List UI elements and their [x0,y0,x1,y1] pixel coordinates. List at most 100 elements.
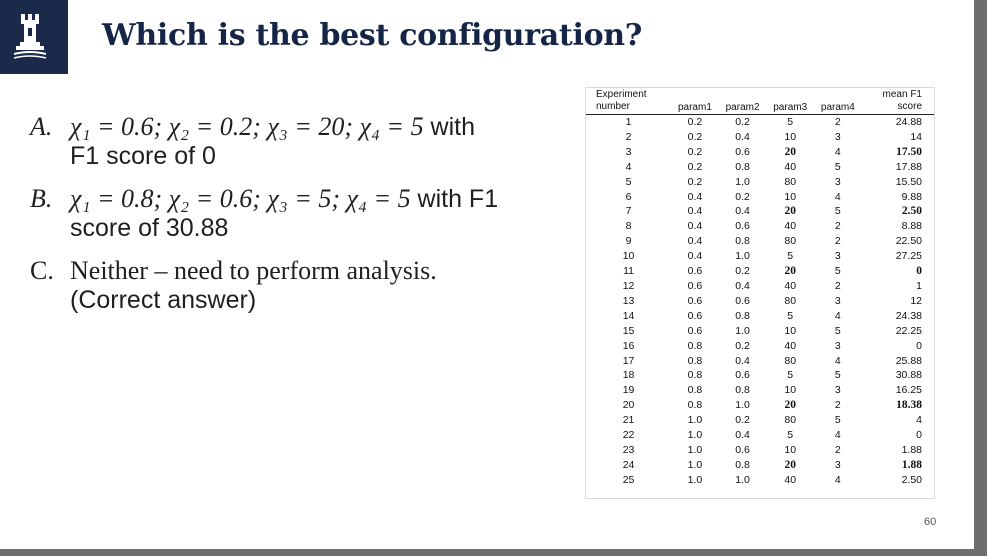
cell-experiment: 15 [622,324,635,337]
cell-mean-f1: 1 [916,279,922,292]
table-row: 17 0.8 0.4 80 4 25.88 [586,354,934,369]
option-math: χ₁ = 0.8; χ₂ = 0.6; χ₃ = 5; χ₄ = 5 [70,184,411,213]
cell-param2: 0.8 [735,309,750,322]
cell-mean-f1: 18.38 [896,399,922,412]
cell-experiment: 25 [622,473,635,486]
table-row: 2 0.2 0.4 10 3 14 [586,130,934,145]
cell-param2: 0.8 [735,235,750,248]
cell-param4: 3 [834,130,841,143]
cell-param2: 0.8 [735,458,750,471]
cell-param4: 3 [834,250,841,263]
option-c: C. Neither – need to perform analysis. (… [30,256,590,314]
table-row: 7 0.4 0.4 20 5 2.50 [586,204,934,219]
cell-experiment: 21 [622,414,635,427]
cell-param2: 0.2 [735,190,750,203]
cell-mean-f1: 30.88 [895,369,922,382]
cell-param4: 2 [834,116,841,128]
cell-experiment: 23 [622,443,635,456]
cell-param1: 0.6 [687,309,703,322]
cell-mean-f1: 8.88 [901,220,922,233]
cell-param3: 20 [784,458,796,471]
cell-param3: 40 [784,220,797,233]
cell-experiment: 6 [625,190,632,203]
cell-param2: 1.0 [735,250,750,263]
cell-param4: 5 [834,369,841,382]
cell-param3: 5 [787,250,794,263]
cell-experiment: 1 [625,116,632,128]
cell-experiment: 18 [622,369,635,382]
table-header-row: Experiment number param1 param2 param3 pa… [586,88,934,115]
cell-experiment: 4 [625,160,632,173]
cell-param1: 0.4 [687,235,703,248]
cell-param3: 20 [784,399,796,412]
cell-param4: 5 [834,160,841,173]
cell-param1: 0.4 [687,250,703,263]
castle-tower-logo-icon [13,14,47,59]
cell-experiment: 19 [622,384,635,397]
cell-mean-f1: 1.88 [901,443,922,456]
cell-param1: 0.8 [687,384,703,397]
table-row: 5 0.2 1.0 80 3 15.50 [586,175,934,190]
cell-experiment: 11 [623,265,634,278]
cell-param4: 2 [834,220,841,233]
cell-experiment: 17 [622,354,635,367]
table-row: 4 0.2 0.8 40 5 17.88 [586,160,934,175]
cell-param4: 2 [834,235,841,248]
cell-param2: 0.8 [735,384,750,397]
table-row: 9 0.4 0.8 80 2 22.50 [586,234,934,249]
table-row: 25 1.0 1.0 40 4 2.50 [586,473,934,488]
table-row: 24 1.0 0.8 20 3 1.88 [586,458,934,473]
header-param2: param2 [725,102,760,113]
cell-param1: 1.0 [687,473,703,486]
cell-param3: 80 [784,175,797,188]
cell-param3: 5 [787,309,794,322]
cell-param1: 0.6 [687,265,703,278]
cell-param3: 80 [784,414,797,427]
option-tail: with F1 [410,185,499,213]
cell-param1: 1.0 [687,429,703,442]
cell-param3: 5 [787,369,794,382]
cell-experiment: 14 [622,309,635,322]
cell-param4: 5 [834,414,841,427]
cell-param3: 10 [784,443,797,456]
cell-param3: 20 [784,145,796,158]
cell-param1: 0.6 [687,279,703,292]
cell-param1: 0.6 [687,324,703,337]
cell-mean-f1: 15.50 [895,175,922,188]
option-tail: with [423,113,475,141]
table-body: 1 0.2 0.2 5 2 24.88 2 0.2 0.4 10 3 14 3 0.2 0.6 20 4 17.5… [586,115,934,488]
option-letter: B. [30,184,53,213]
cell-param2: 0.4 [735,130,750,143]
option-a: A. χ₁ = 0.6; χ₂ = 0.2; χ₃ = 20; χ₄ = 5 w… [30,112,590,170]
results-table: Experiment number param1 param2 param3 pa… [586,88,934,488]
cell-param2: 1.0 [735,175,750,188]
page-number: 60 [924,516,937,528]
cell-mean-f1: 24.88 [895,116,922,128]
cell-experiment: 13 [622,294,635,307]
cell-param4: 5 [834,324,841,337]
table-row: 22 1.0 0.4 5 4 0 [586,428,934,443]
cell-param4: 4 [834,354,841,367]
cell-param2: 0.6 [735,145,750,158]
table-row: 14 0.6 0.8 5 4 24.38 [586,309,934,324]
cell-mean-f1: 0 [916,429,922,442]
cell-param2: 1.0 [735,324,750,337]
table-row: 8 0.4 0.6 40 2 8.88 [586,219,934,234]
cell-experiment: 8 [625,220,632,233]
cell-param4: 3 [834,458,841,471]
table-row: 13 0.6 0.6 80 3 12 [586,294,934,309]
cell-param2: 0.2 [735,414,750,427]
option-letter: A. [30,112,53,141]
cell-param4: 5 [834,265,841,278]
cell-param1: 0.2 [687,130,703,143]
cell-param2: 0.4 [735,279,750,292]
cell-mean-f1: 16.25 [895,384,922,397]
cell-param1: 1.0 [687,443,703,456]
cell-param1: 0.8 [687,339,703,352]
cell-experiment: 24 [622,458,635,471]
cell-param3: 80 [784,235,797,248]
cell-param3: 40 [784,473,797,486]
option-line2: F1 score of 0 [70,142,216,170]
cell-param1: 0.8 [687,399,703,412]
cell-param3: 5 [787,116,794,128]
